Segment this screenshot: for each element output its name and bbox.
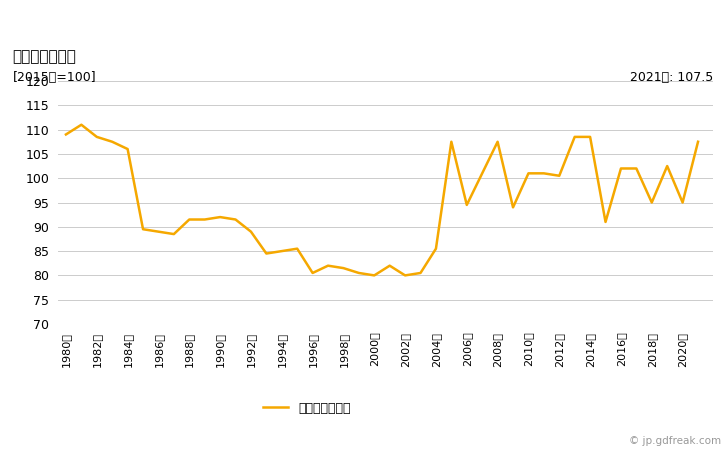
Legend: 年次・参考系列: 年次・参考系列 xyxy=(258,397,356,420)
Text: [2015年=100]: [2015年=100] xyxy=(12,71,96,84)
Text: 2021年: 107.5: 2021年: 107.5 xyxy=(630,71,713,84)
Text: 年次・参考系列: 年次・参考系列 xyxy=(12,50,76,64)
Text: © jp.gdfreak.com: © jp.gdfreak.com xyxy=(628,436,721,446)
